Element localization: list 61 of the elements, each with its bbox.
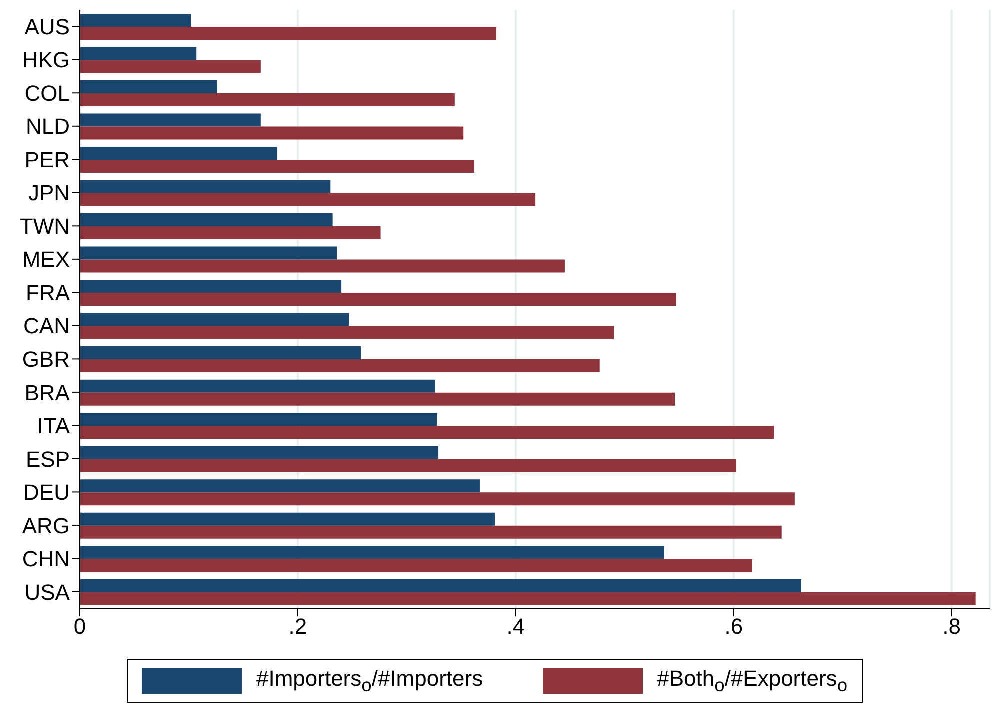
bar <box>80 546 664 560</box>
y-tick-label: DEU <box>24 480 70 506</box>
y-tick-label: HKG <box>22 48 70 73</box>
bar <box>80 413 438 426</box>
bar <box>80 392 676 406</box>
y-tick-label: NLD <box>26 114 70 140</box>
y-tick-label: TWN <box>20 214 70 239</box>
y-tick-label: MEX <box>22 247 70 272</box>
bar <box>80 180 331 194</box>
bar <box>80 214 333 227</box>
y-tick-label: FRA <box>26 280 70 306</box>
bar <box>80 246 338 260</box>
y-tick-label: GBR <box>22 347 70 372</box>
bar <box>80 260 565 273</box>
bar <box>80 193 536 206</box>
bar <box>80 114 261 127</box>
bar <box>80 280 342 294</box>
bar <box>80 226 381 240</box>
bar <box>80 480 480 493</box>
x-tick-label: .6 <box>724 614 744 640</box>
bar <box>80 512 496 526</box>
bar <box>80 147 278 160</box>
bar <box>80 160 475 174</box>
bar <box>80 360 600 373</box>
bar <box>80 579 802 592</box>
bar <box>80 313 350 326</box>
bar <box>80 14 192 27</box>
x-tick-label: .8 <box>942 614 962 640</box>
y-tick-label: AUS <box>24 14 70 40</box>
bar <box>80 27 496 40</box>
legend-label: #Importers$_{o}$/#Importers <box>256 666 484 696</box>
legend-label: #Both$_{o}$/#Exporters$_{o}$ <box>657 666 848 696</box>
y-tick-label: CAN <box>24 314 70 339</box>
bar <box>80 592 976 606</box>
y-tick-label: USA <box>24 580 70 605</box>
bar <box>80 446 439 460</box>
y-tick-label: ESP <box>26 446 70 472</box>
bar <box>80 426 774 440</box>
y-tick-label: CHN <box>22 546 70 572</box>
y-tick-label: ARG <box>22 513 70 538</box>
y-tick-label: PER <box>24 147 70 172</box>
bar <box>80 47 197 60</box>
bar <box>80 492 795 506</box>
bar <box>80 126 464 140</box>
y-tick-label: COL <box>24 80 70 106</box>
bar <box>80 293 676 306</box>
x-tick-label: 0 <box>74 614 86 640</box>
bar <box>80 80 218 94</box>
x-tick-label: .2 <box>288 614 308 640</box>
bar <box>80 459 736 472</box>
bar <box>80 326 614 340</box>
bar <box>80 346 362 360</box>
bar <box>80 526 782 539</box>
bar <box>80 60 261 74</box>
bar <box>80 380 436 393</box>
x-tick-label: .4 <box>506 614 526 640</box>
y-tick-label: BRA <box>24 380 70 406</box>
bar <box>80 559 752 572</box>
y-tick-label: JPN <box>28 180 70 206</box>
y-tick-label: ITA <box>37 414 70 439</box>
bar <box>80 94 455 107</box>
